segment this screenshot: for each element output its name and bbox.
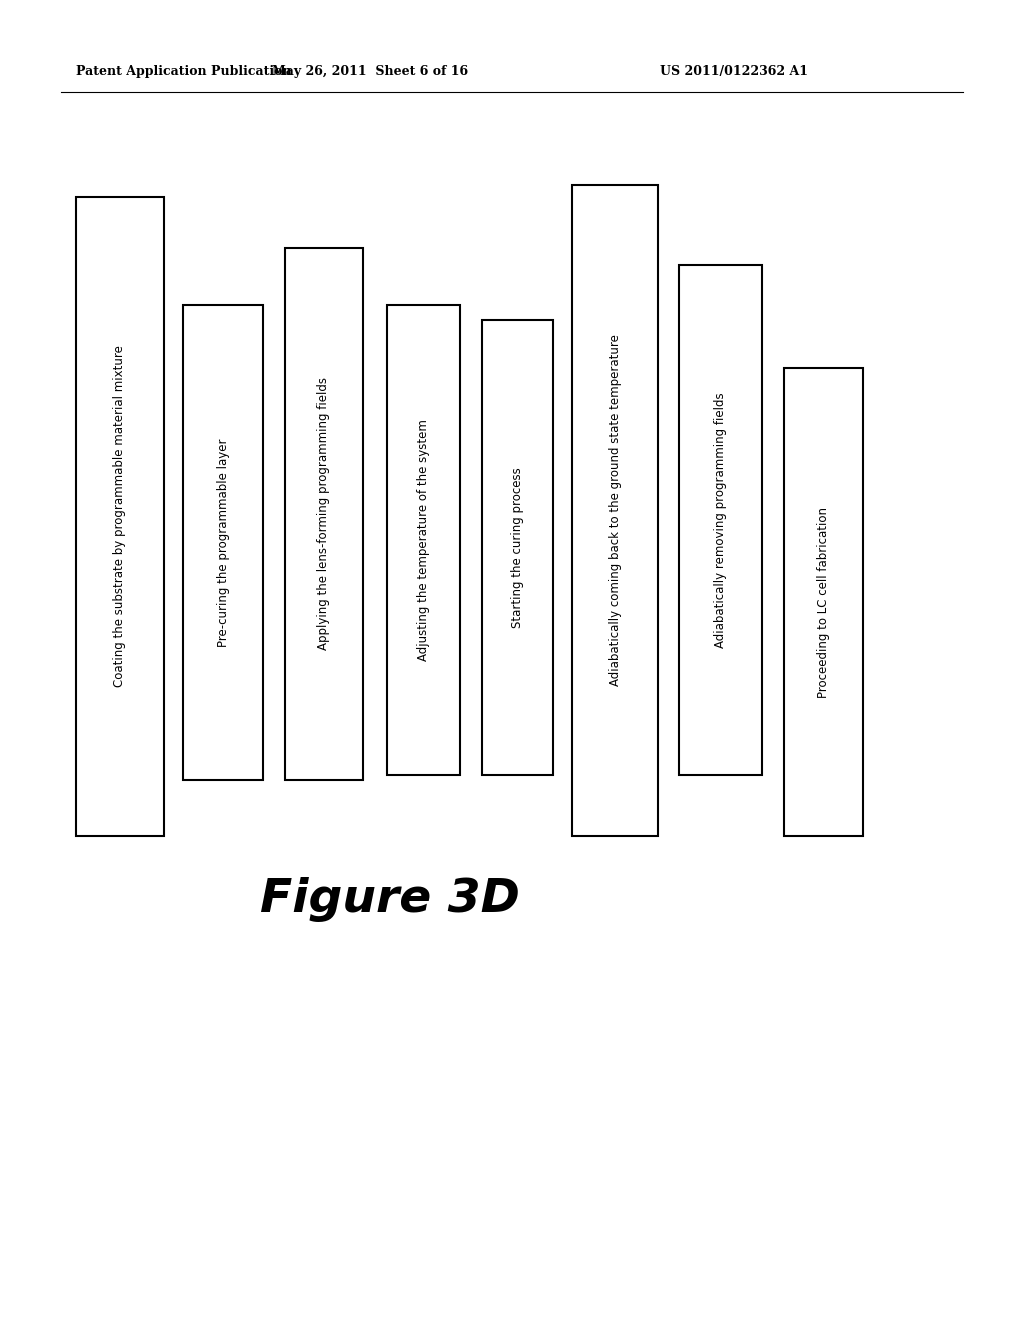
Bar (679, 265, 762, 775)
Text: May 26, 2011  Sheet 6 of 16: May 26, 2011 Sheet 6 of 16 (272, 66, 468, 78)
Text: Proceeding to LC cell fabrication: Proceeding to LC cell fabrication (817, 507, 830, 697)
Text: Adjusting the temperature of the system: Adjusting the temperature of the system (417, 418, 430, 661)
Text: Adiabatically removing programming fields: Adiabatically removing programming field… (714, 392, 727, 648)
Text: Adiabatically coming back to the ground state temperature: Adiabatically coming back to the ground … (608, 334, 622, 686)
Bar (572, 185, 658, 836)
Bar (285, 248, 362, 780)
Text: Patent Application Publication: Patent Application Publication (76, 66, 292, 78)
Text: Figure 3D: Figure 3D (260, 878, 520, 923)
Bar (183, 305, 263, 780)
Bar (76, 197, 164, 836)
Bar (784, 368, 863, 836)
Text: Pre-curing the programmable layer: Pre-curing the programmable layer (216, 438, 229, 647)
Text: Starting the curing process: Starting the curing process (511, 467, 524, 628)
Bar (387, 305, 460, 775)
Bar (482, 319, 553, 775)
Text: Applying the lens-forming programming fields: Applying the lens-forming programming fi… (317, 378, 331, 651)
Text: Coating the substrate by programmable material mixture: Coating the substrate by programmable ma… (114, 346, 127, 688)
Text: US 2011/0122362 A1: US 2011/0122362 A1 (660, 66, 808, 78)
